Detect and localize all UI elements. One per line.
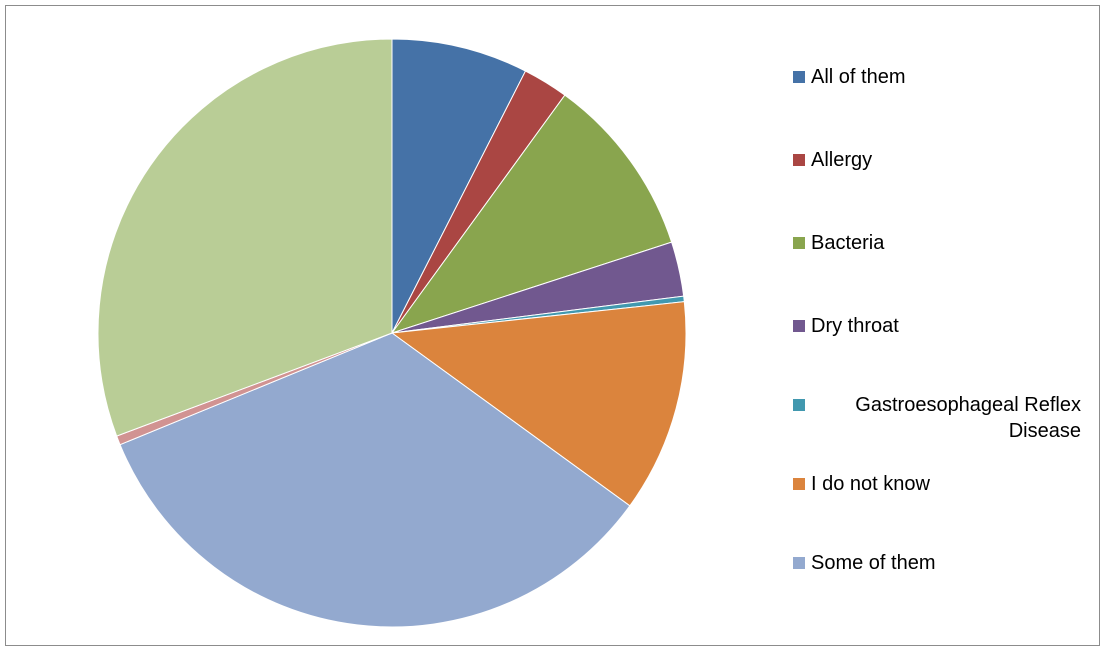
legend-item-all-of-them: All of them	[793, 64, 1091, 90]
pie-slice-unlabeled-8	[97, 38, 393, 437]
legend-swatch	[793, 478, 805, 490]
legend-item-bacteria: Bacteria	[793, 230, 1091, 256]
legend-label: I do not know	[811, 473, 930, 495]
pie-chart	[97, 38, 687, 628]
legend-item-dry-throat: Dry throat	[793, 313, 1091, 339]
legend-item-i-do-not-know: I do not know	[793, 471, 1091, 497]
legend-label: Gastroesophageal Reflex Disease	[855, 394, 1081, 442]
legend-label: Some of them	[811, 552, 936, 574]
legend-swatch	[793, 71, 805, 83]
legend-label: All of them	[811, 66, 906, 88]
legend-label: Bacteria	[811, 232, 885, 254]
legend-label: Allergy	[811, 149, 873, 171]
pie-slice-bacteria	[390, 94, 673, 334]
pie-slice-i-do-not-know	[390, 301, 687, 507]
pie-slice-some-of-them	[119, 332, 631, 628]
legend-item-some-of-them: Some of them	[793, 550, 1091, 576]
legend-label: Dry throat	[811, 315, 899, 337]
legend-swatch	[793, 399, 805, 411]
chart-frame: All of them Allergy Bacteria Dry throat …	[5, 5, 1100, 646]
legend-swatch	[793, 320, 805, 332]
legend-item-allergy: Allergy	[793, 147, 1091, 173]
pie-slices	[97, 38, 687, 628]
legend-swatch	[793, 154, 805, 166]
legend-swatch	[793, 557, 805, 569]
pie-slice-all-of-them	[391, 38, 527, 334]
legend-swatch	[793, 237, 805, 249]
legend-item-gerd: Gastroesophageal Reflex Disease	[793, 392, 1081, 444]
